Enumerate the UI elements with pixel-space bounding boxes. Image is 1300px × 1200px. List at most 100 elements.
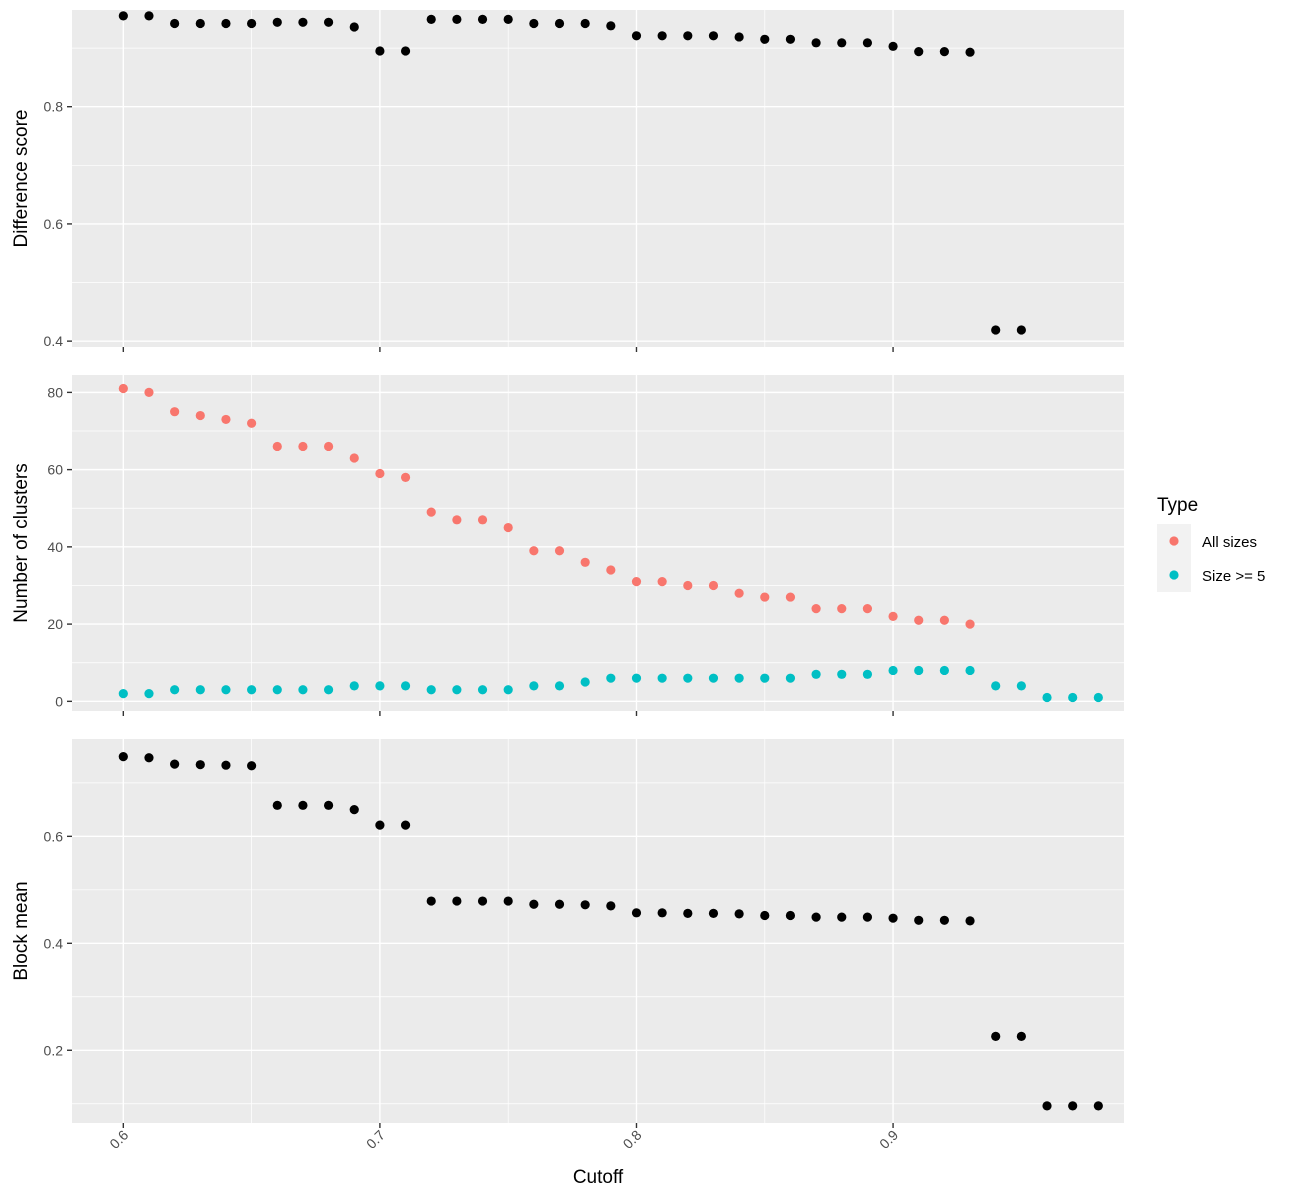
data-point bbox=[426, 896, 436, 906]
data-point bbox=[323, 17, 334, 27]
data-point bbox=[118, 689, 128, 699]
data-point bbox=[221, 760, 231, 770]
data-point bbox=[298, 800, 308, 810]
data-point bbox=[298, 441, 308, 452]
data-point bbox=[631, 673, 642, 683]
data-point bbox=[811, 669, 821, 679]
data-point bbox=[426, 685, 436, 695]
data-point bbox=[837, 38, 847, 48]
data-point bbox=[298, 17, 308, 27]
data-point bbox=[631, 577, 642, 587]
legend-marker-all-sizes bbox=[1169, 536, 1179, 546]
data-point bbox=[503, 685, 513, 695]
data-point bbox=[247, 418, 257, 428]
data-point bbox=[477, 515, 488, 525]
data-point bbox=[170, 759, 180, 769]
data-point bbox=[760, 673, 770, 683]
data-point bbox=[144, 753, 154, 763]
data-point bbox=[144, 387, 154, 397]
data-point bbox=[1042, 1101, 1052, 1111]
x-tick-label: 0.9 bbox=[876, 1127, 901, 1152]
data-point bbox=[657, 673, 667, 683]
data-point bbox=[529, 18, 539, 29]
data-point bbox=[375, 820, 385, 830]
data-point bbox=[554, 899, 565, 909]
data-point bbox=[734, 32, 744, 42]
data-point bbox=[862, 38, 873, 48]
data-point bbox=[606, 565, 616, 575]
data-point bbox=[195, 685, 205, 695]
data-point bbox=[837, 604, 847, 614]
data-point bbox=[375, 681, 385, 691]
data-point bbox=[1093, 1101, 1103, 1111]
data-point bbox=[400, 472, 411, 482]
data-point bbox=[683, 580, 693, 591]
x-axis: 0.6 0.7 0.8 0.9 bbox=[106, 1127, 901, 1152]
data-point bbox=[785, 34, 796, 44]
data-point bbox=[785, 910, 796, 921]
series-size-5 bbox=[118, 665, 1103, 703]
data-point bbox=[939, 665, 949, 676]
data-point bbox=[657, 31, 667, 41]
data-point bbox=[914, 47, 924, 57]
x-tick-label: 0.7 bbox=[363, 1127, 388, 1152]
data-point bbox=[554, 546, 565, 556]
data-point bbox=[272, 441, 282, 452]
y-tick-label: 0.6 bbox=[44, 828, 64, 844]
data-point bbox=[1042, 692, 1052, 703]
panel-background bbox=[72, 10, 1124, 347]
data-point bbox=[862, 604, 873, 614]
y-axis-title: Number of clusters bbox=[11, 463, 32, 622]
data-point bbox=[965, 916, 975, 926]
data-point bbox=[298, 685, 308, 695]
data-point bbox=[272, 685, 282, 695]
data-point bbox=[708, 580, 719, 591]
data-point bbox=[811, 604, 821, 614]
data-point bbox=[939, 47, 949, 57]
data-point bbox=[708, 673, 719, 683]
data-point bbox=[118, 11, 128, 21]
panel-block-mean: 0.2 0.4 0.6 Block mean bbox=[11, 739, 1124, 1128]
data-point bbox=[708, 31, 719, 41]
data-point bbox=[991, 325, 1001, 335]
legend-label-all-sizes: All sizes bbox=[1202, 534, 1257, 551]
data-point bbox=[247, 18, 257, 29]
data-point bbox=[785, 592, 796, 602]
y-axis-title: Block mean bbox=[11, 881, 32, 980]
legend-title: Type bbox=[1157, 495, 1198, 516]
data-point bbox=[503, 522, 513, 533]
panel-background bbox=[72, 375, 1124, 711]
data-point bbox=[170, 407, 180, 417]
data-point bbox=[400, 681, 411, 691]
y-tick-label: 20 bbox=[47, 616, 63, 632]
data-point bbox=[811, 38, 821, 48]
data-point bbox=[683, 31, 693, 41]
data-point bbox=[1016, 1031, 1026, 1041]
y-tick-label: 0.6 bbox=[44, 216, 64, 232]
data-point bbox=[734, 588, 744, 598]
data-point bbox=[195, 410, 205, 421]
data-point bbox=[247, 761, 257, 771]
data-point bbox=[349, 453, 359, 463]
data-point bbox=[247, 685, 257, 695]
data-point bbox=[862, 669, 873, 679]
legend-label-size-ge-5: Size >= 5 bbox=[1202, 568, 1265, 585]
data-point bbox=[170, 18, 180, 29]
data-point bbox=[529, 899, 539, 909]
data-point bbox=[760, 910, 770, 921]
data-point bbox=[708, 908, 719, 918]
legend-marker-size-ge-5 bbox=[1169, 570, 1179, 580]
data-point bbox=[580, 677, 590, 687]
series-all-sizes bbox=[118, 383, 975, 629]
data-point bbox=[991, 681, 1001, 691]
data-point bbox=[503, 14, 513, 24]
data-point bbox=[888, 665, 898, 676]
data-point bbox=[221, 685, 231, 695]
data-point bbox=[965, 619, 975, 629]
data-point bbox=[965, 47, 975, 57]
data-point bbox=[221, 414, 231, 425]
panel-background bbox=[72, 739, 1124, 1123]
y-tick-label: 0.2 bbox=[44, 1042, 64, 1058]
data-point bbox=[323, 685, 334, 695]
data-point bbox=[683, 908, 693, 918]
